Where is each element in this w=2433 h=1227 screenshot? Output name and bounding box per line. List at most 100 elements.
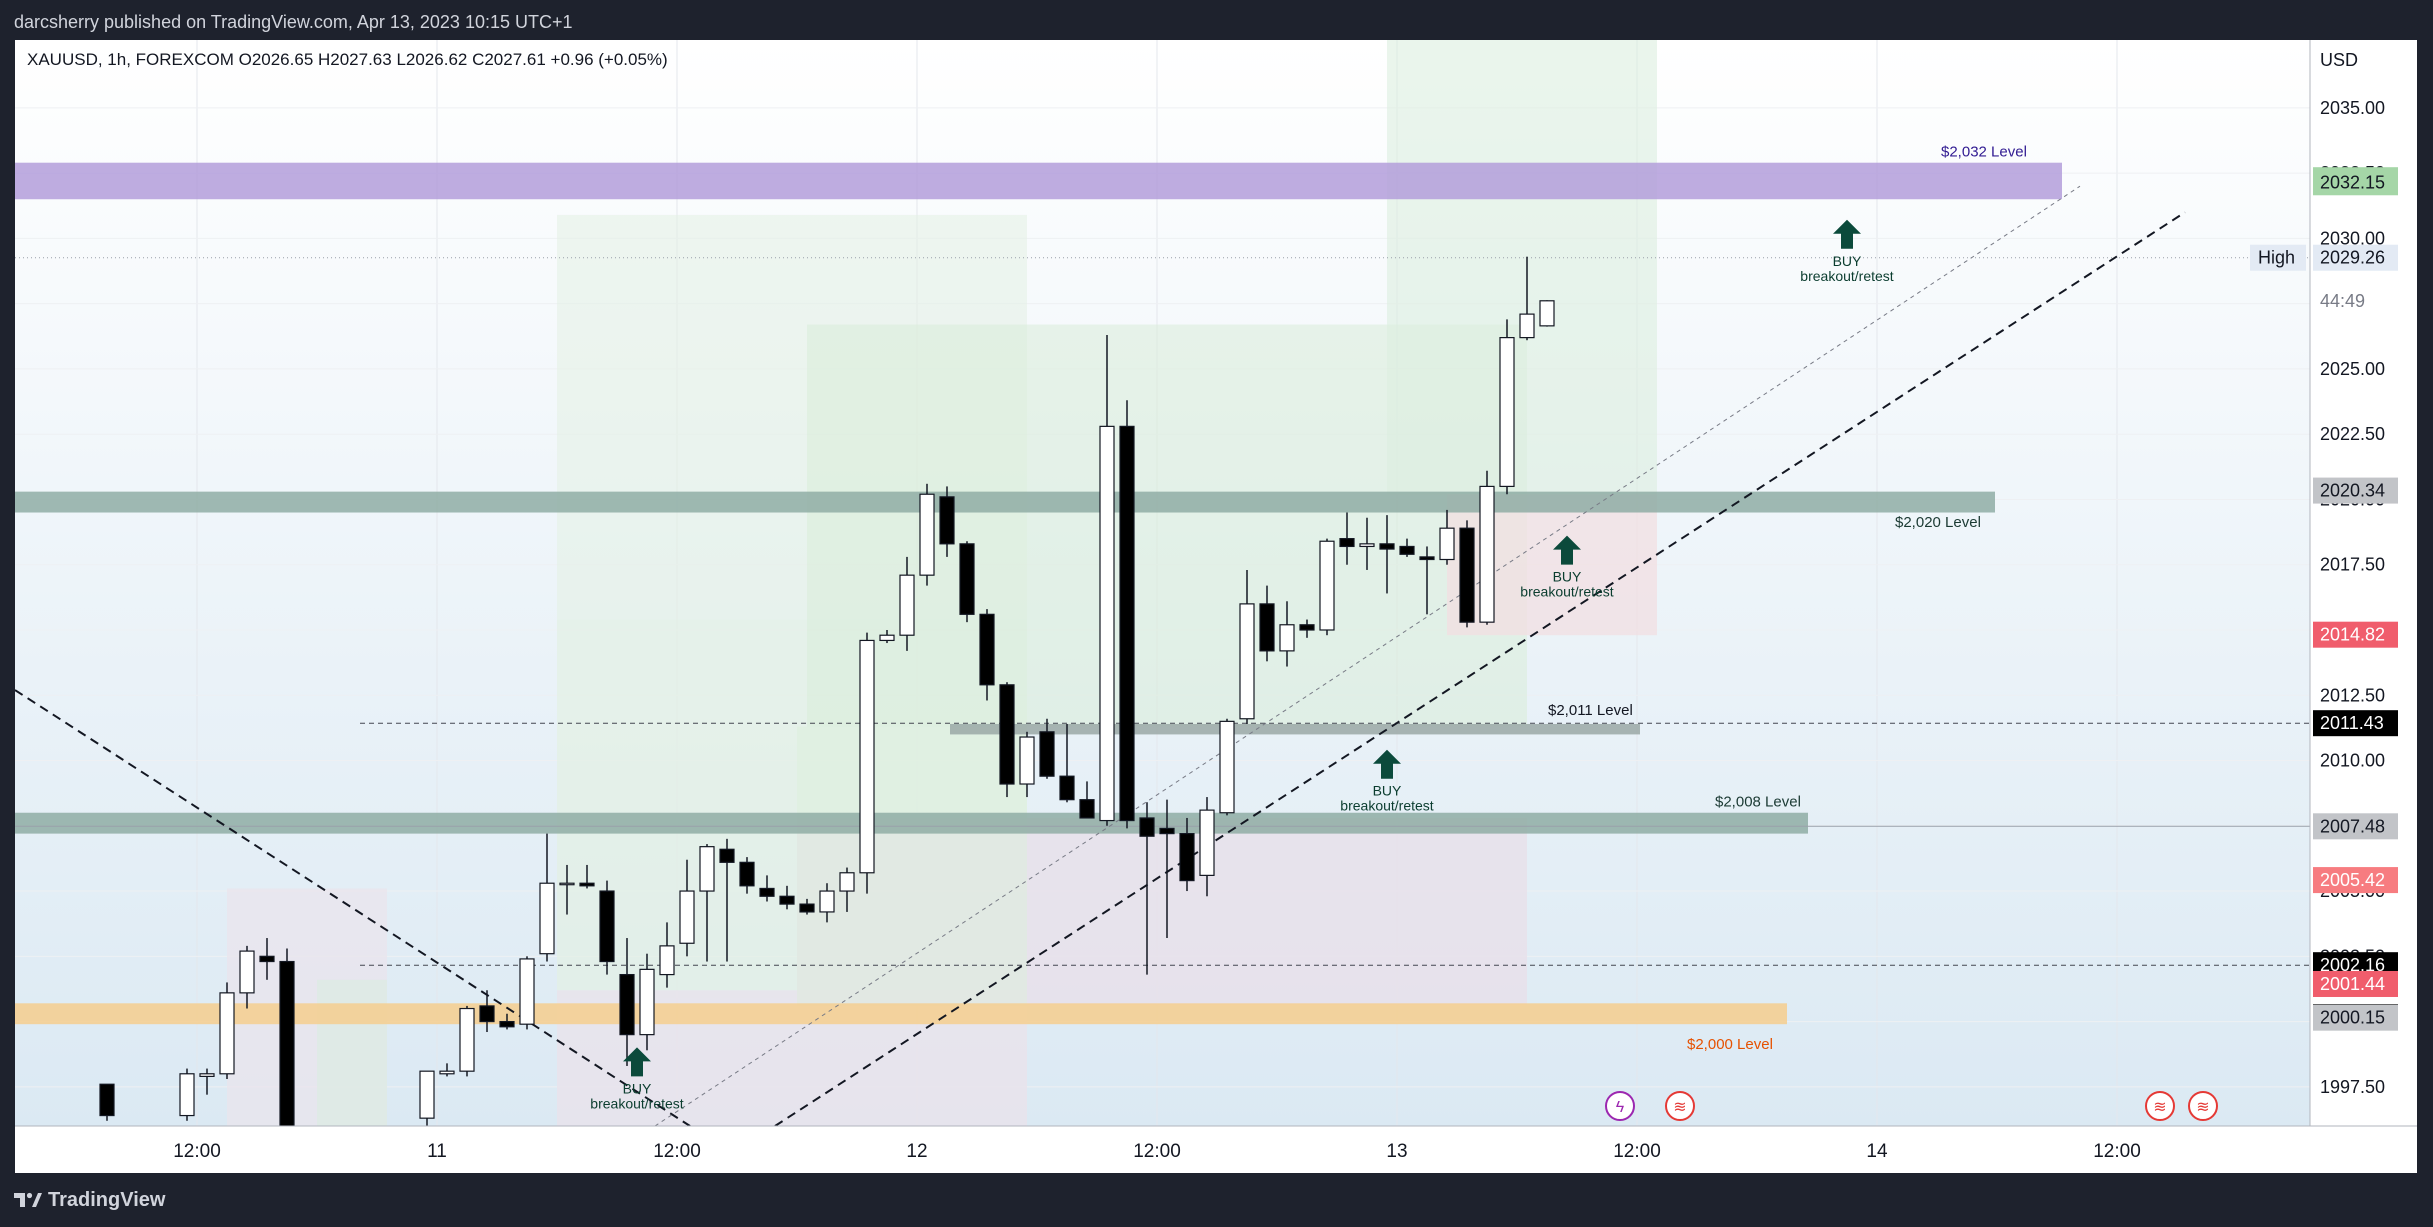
- price-label-text: 2002.16: [2320, 955, 2385, 975]
- candle-body: [659, 945, 675, 976]
- candle-body: [1539, 300, 1555, 327]
- candle-body: [919, 493, 935, 576]
- candle: [639, 953, 655, 1051]
- candle: [1159, 799, 1175, 939]
- high-tag-text: High: [2258, 248, 2295, 268]
- price-tick-label: 2030.00: [2320, 228, 2385, 248]
- candle: [1259, 585, 1275, 662]
- candle-body: [459, 1007, 475, 1072]
- candle: [419, 1070, 435, 1126]
- time-tick-label: 13: [1386, 1141, 1407, 1162]
- price-label-text: 2020.34: [2320, 481, 2385, 501]
- candle: [219, 982, 235, 1080]
- candle-body: [439, 1070, 455, 1075]
- candle-body: [1079, 799, 1095, 819]
- profit-box-left: [317, 979, 387, 1126]
- profit-box-middle-left: [797, 726, 1027, 1006]
- candle: [1519, 256, 1535, 341]
- us-flag-event-icon: [2145, 1091, 2175, 1121]
- candle: [259, 938, 275, 980]
- level-zone-2008: [15, 812, 1808, 834]
- price-label-text: 2005.42: [2320, 870, 2385, 890]
- time-tick-label: 11: [427, 1141, 447, 1162]
- candle: [1019, 731, 1035, 798]
- candle-body: [839, 872, 855, 892]
- candle: [819, 883, 835, 923]
- price-label-high: [2313, 244, 2398, 271]
- symbol-ohlc-legend: XAUUSD, 1h, FOREXCOM O2026.65 H2027.63 L…: [27, 50, 668, 69]
- buy-signal-subtitle: breakout/retest: [1800, 268, 1893, 284]
- level-zone-2000-label: $2,000 Level: [1687, 1036, 1773, 1053]
- candle-body: [579, 882, 595, 887]
- candle-body: [639, 968, 655, 1036]
- candle: [519, 956, 535, 1030]
- candle-body: [819, 890, 835, 913]
- candle: [99, 1083, 115, 1121]
- candle: [1299, 619, 1315, 638]
- level-zone-2020: [15, 491, 1995, 513]
- candle-body: [539, 882, 555, 955]
- candle: [779, 885, 795, 910]
- candle: [179, 1068, 195, 1121]
- level-zone-2020-label: $2,020 Level: [1895, 514, 1981, 531]
- price-label-red: [2313, 621, 2398, 648]
- candle-body: [1359, 543, 1375, 548]
- candle: [199, 1068, 215, 1095]
- level-zone-2008-label: $2,008 Level: [1715, 793, 1801, 810]
- candle-body: [1279, 624, 1295, 652]
- candle: [679, 859, 695, 957]
- candle: [879, 629, 895, 644]
- candle: [659, 922, 675, 988]
- candle-body: [1199, 809, 1215, 876]
- candle-body: [879, 634, 895, 642]
- candle: [939, 486, 955, 557]
- price-label-text: 2014.82: [2320, 625, 2385, 645]
- level-zone-2011-label: $2,011 Level: [1548, 702, 1633, 719]
- us-flag-event-icon-glyph: ≋: [2196, 1099, 2209, 1116]
- time-tick-label: 12:00: [653, 1141, 701, 1162]
- candle-body: [1459, 527, 1475, 623]
- lightning-event-icon-glyph: ϟ: [1616, 1099, 1625, 1116]
- candle: [1439, 509, 1455, 565]
- candle: [1539, 300, 1555, 327]
- candle-body: [499, 1020, 515, 1028]
- level-zone-2032: [15, 162, 2062, 200]
- price-label-text: 44:49: [2320, 291, 2365, 311]
- candle-body: [279, 960, 295, 1127]
- candle-body: [259, 955, 275, 963]
- candle-body: [719, 848, 735, 863]
- candlestick-chart[interactable]: $2,032 Level $2,020 Level $2,011 Level $2,0…: [15, 40, 2417, 1173]
- us-flag-event-icon: [2188, 1091, 2218, 1121]
- price-tick-label: 2025.00: [2320, 359, 2385, 379]
- chart-area[interactable]: $2,032 Level $2,020 Level $2,011 Level $2,0…: [15, 40, 2417, 1173]
- candle: [839, 867, 855, 912]
- tradingview-logo-icon: [14, 1192, 42, 1207]
- time-axis-panel: [15, 1126, 2417, 1173]
- candle-body: [599, 890, 615, 963]
- us-flag-event-icon-glyph: ≋: [1673, 1099, 1686, 1116]
- candle-body: [999, 684, 1015, 785]
- price-label-text: 2029.26: [2320, 248, 2385, 268]
- time-tick-label: 12:00: [1613, 1141, 1661, 1162]
- candle: [1459, 520, 1475, 628]
- candle: [459, 1005, 475, 1077]
- candle-body: [1519, 313, 1535, 339]
- price-tick-label: 2012.50: [2320, 685, 2385, 705]
- buy-signal-title: BUY: [1833, 253, 1862, 269]
- candle: [1279, 601, 1295, 667]
- candle: [799, 898, 815, 915]
- candle: [1139, 802, 1155, 975]
- candle: [1199, 797, 1215, 897]
- price-label-gray: [2313, 813, 2398, 840]
- candle: [979, 609, 995, 701]
- candle-body: [1339, 538, 1355, 548]
- candle-body: [979, 613, 995, 686]
- buy-signal-subtitle: breakout/retest: [1340, 798, 1433, 814]
- price-label-black: [2313, 710, 2398, 737]
- publisher-line: darcsherry published on TradingView.com,…: [0, 0, 2433, 40]
- candle-body: [519, 958, 535, 1025]
- candle: [559, 864, 575, 915]
- candle: [1499, 319, 1515, 495]
